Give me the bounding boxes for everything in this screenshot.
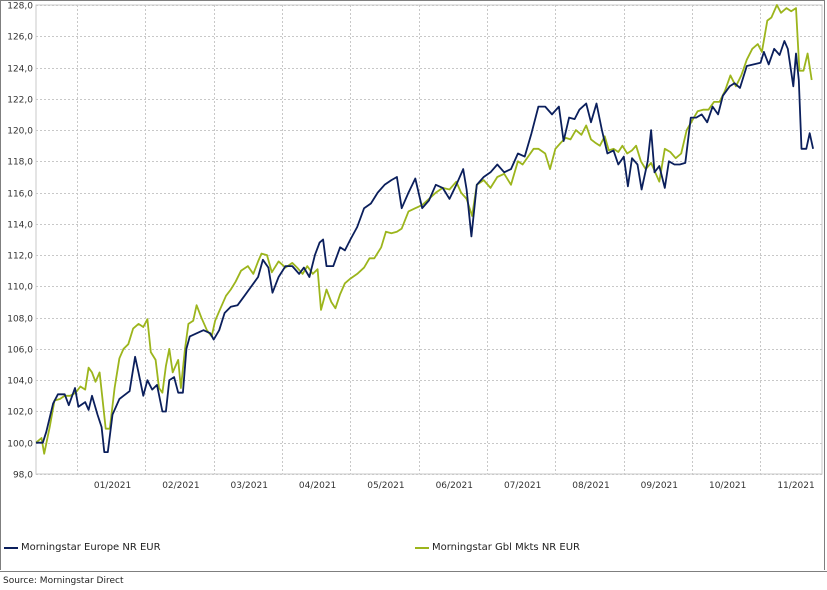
legend-item-europe: Morningstar Europe NR EUR <box>4 542 161 553</box>
legend-swatch-global <box>415 547 429 549</box>
source-footer: Source: Morningstar Direct <box>0 571 827 590</box>
plot-area <box>36 5 822 474</box>
y-tick-label: 98,0 <box>13 471 33 481</box>
x-tick-label: 05/2021 <box>367 481 404 491</box>
y-tick-label: 118,0 <box>7 158 33 168</box>
y-tick-label: 124,0 <box>7 65 33 75</box>
legend-item-global: Morningstar Gbl Mkts NR EUR <box>415 542 580 553</box>
x-tick-label: 03/2021 <box>231 481 268 491</box>
y-tick-label: 100,0 <box>7 440 33 450</box>
line-chart: 98,0 100,0 102,0 104,0 106,0 108,0 110,0 112,0 1… <box>0 0 827 540</box>
x-tick-label: 02/2021 <box>162 481 199 491</box>
x-tick-label: 09/2021 <box>641 481 678 491</box>
legend-swatch-europe <box>4 547 18 549</box>
y-tick-label: 106,0 <box>7 346 33 356</box>
x-tick-label: 07/2021 <box>504 481 541 491</box>
x-tick-label: 06/2021 <box>436 481 473 491</box>
x-tick-label: 11/2021 <box>777 481 814 491</box>
y-tick-label: 122,0 <box>7 96 33 106</box>
source-text: Source: Morningstar Direct <box>3 576 123 586</box>
y-tick-label: 112,0 <box>7 252 33 262</box>
x-tick-label: 04/2021 <box>299 481 336 491</box>
y-tick-label: 104,0 <box>7 377 33 387</box>
y-tick-label: 116,0 <box>7 190 33 200</box>
y-tick-label: 120,0 <box>7 127 33 137</box>
y-tick-label: 108,0 <box>7 315 33 325</box>
x-tick-label: 08/2021 <box>572 481 609 491</box>
legend-label-europe: Morningstar Europe NR EUR <box>21 542 161 553</box>
y-tick-label: 114,0 <box>7 221 33 231</box>
y-tick-label: 128,0 <box>7 2 33 12</box>
y-tick-label: 126,0 <box>7 33 33 43</box>
x-tick-label: 01/2021 <box>94 481 131 491</box>
x-tick-label: 10/2021 <box>709 481 746 491</box>
y-tick-label: 102,0 <box>7 408 33 418</box>
y-tick-label: 110,0 <box>7 283 33 293</box>
legend-label-global: Morningstar Gbl Mkts NR EUR <box>432 542 580 553</box>
